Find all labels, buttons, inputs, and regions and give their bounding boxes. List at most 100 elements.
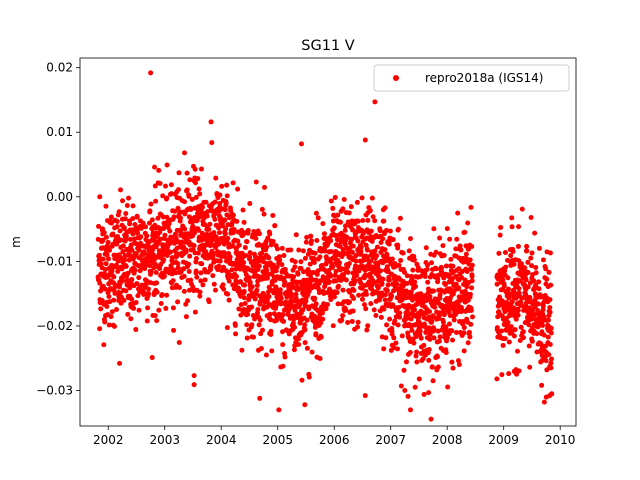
data-point bbox=[113, 307, 119, 313]
data-point bbox=[178, 231, 184, 237]
data-point bbox=[293, 291, 299, 297]
data-point bbox=[198, 270, 204, 276]
data-point bbox=[129, 277, 135, 283]
data-point bbox=[408, 316, 414, 322]
legend-box bbox=[373, 64, 570, 92]
data-point bbox=[221, 250, 227, 256]
data-point bbox=[155, 215, 161, 221]
data-point bbox=[349, 318, 355, 324]
data-point bbox=[495, 276, 501, 282]
data-point bbox=[157, 265, 163, 271]
data-point bbox=[351, 295, 357, 301]
data-point bbox=[108, 214, 114, 220]
data-point bbox=[148, 269, 154, 275]
data-point bbox=[521, 335, 527, 341]
data-point bbox=[365, 323, 371, 329]
data-point bbox=[397, 310, 403, 316]
data-point bbox=[497, 232, 503, 238]
data-point bbox=[206, 299, 212, 305]
data-point bbox=[405, 393, 411, 399]
data-point bbox=[241, 295, 247, 301]
data-point bbox=[378, 249, 384, 255]
data-point bbox=[181, 273, 187, 279]
data-point bbox=[202, 277, 208, 283]
data-point bbox=[335, 212, 341, 218]
data-point bbox=[332, 272, 338, 278]
data-point bbox=[195, 250, 201, 256]
data-point bbox=[253, 231, 259, 237]
data-point bbox=[390, 237, 396, 243]
data-point bbox=[423, 245, 429, 251]
data-point bbox=[300, 307, 306, 313]
data-point bbox=[193, 194, 199, 200]
data-point bbox=[446, 321, 452, 327]
y-tick-label: −0.01 bbox=[36, 254, 73, 268]
data-point bbox=[496, 250, 502, 256]
data-point bbox=[529, 263, 535, 269]
data-point bbox=[160, 193, 166, 199]
data-point bbox=[400, 250, 406, 256]
data-point bbox=[525, 284, 531, 290]
data-point bbox=[292, 324, 298, 330]
data-point bbox=[242, 245, 248, 251]
data-point bbox=[469, 243, 475, 249]
data-point bbox=[109, 220, 115, 226]
data-point bbox=[449, 276, 455, 282]
data-point bbox=[509, 299, 515, 305]
data-point bbox=[175, 261, 181, 267]
data-point bbox=[188, 206, 194, 212]
data-point bbox=[427, 336, 433, 342]
data-point bbox=[134, 214, 140, 220]
data-point bbox=[307, 261, 313, 267]
data-point bbox=[397, 215, 403, 221]
data-point bbox=[148, 70, 154, 76]
data-point bbox=[461, 325, 467, 331]
data-point bbox=[145, 305, 151, 311]
data-point bbox=[470, 314, 476, 320]
data-point bbox=[384, 288, 390, 293]
data-point bbox=[368, 228, 374, 234]
data-point bbox=[425, 262, 431, 268]
data-point bbox=[120, 198, 126, 204]
data-point bbox=[549, 391, 555, 397]
data-point bbox=[186, 261, 192, 267]
data-point bbox=[516, 224, 522, 230]
data-point bbox=[377, 228, 383, 234]
data-point bbox=[292, 264, 298, 270]
data-point bbox=[267, 311, 273, 317]
data-point bbox=[188, 277, 194, 283]
data-point bbox=[421, 342, 427, 348]
data-point bbox=[130, 203, 136, 209]
data-point bbox=[305, 251, 311, 257]
data-point bbox=[343, 277, 349, 283]
data-point bbox=[127, 221, 133, 227]
data-point bbox=[295, 271, 301, 277]
data-point bbox=[156, 167, 162, 173]
data-point bbox=[320, 221, 326, 227]
data-point bbox=[444, 335, 450, 341]
data-point bbox=[543, 358, 549, 364]
data-point bbox=[360, 217, 366, 223]
data-point bbox=[389, 293, 395, 299]
data-point bbox=[146, 291, 152, 297]
data-point bbox=[378, 314, 384, 320]
data-point bbox=[170, 278, 176, 284]
data-point bbox=[102, 286, 108, 292]
data-point bbox=[505, 319, 511, 325]
data-point bbox=[100, 237, 106, 243]
data-point bbox=[160, 214, 166, 220]
data-point bbox=[136, 275, 142, 281]
data-point bbox=[412, 279, 418, 285]
data-point bbox=[469, 278, 475, 284]
data-point bbox=[198, 166, 204, 172]
y-tick-label: 0.02 bbox=[46, 61, 73, 75]
data-point bbox=[176, 285, 182, 291]
data-point bbox=[233, 331, 239, 337]
data-point bbox=[304, 317, 310, 323]
data-point bbox=[499, 328, 505, 334]
data-point bbox=[457, 243, 463, 249]
data-point bbox=[97, 326, 103, 332]
data-point bbox=[212, 287, 218, 293]
data-point bbox=[468, 307, 474, 313]
data-point bbox=[129, 247, 135, 253]
